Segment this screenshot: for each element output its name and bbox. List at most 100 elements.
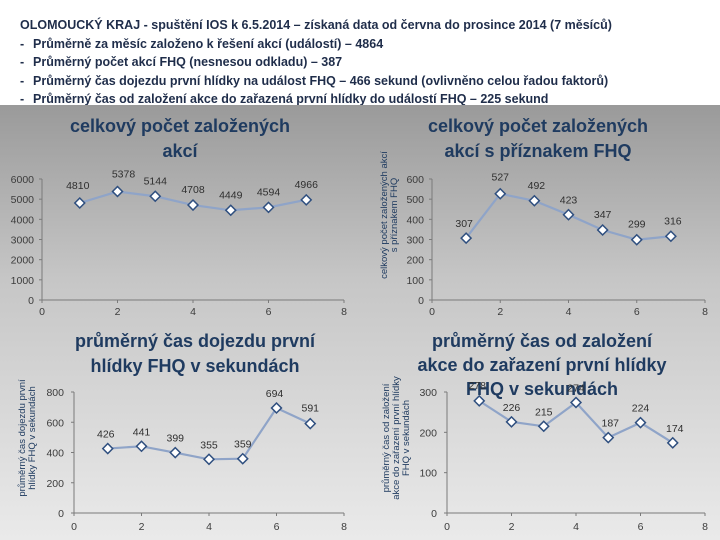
data-point bbox=[562, 208, 575, 221]
data-point bbox=[304, 417, 317, 430]
data-label: 5378 bbox=[112, 169, 136, 181]
chart-title: průměrný čas dojezdu první bbox=[75, 331, 316, 351]
y-tick-label: 6000 bbox=[11, 174, 35, 186]
x-tick-label: 8 bbox=[341, 306, 347, 318]
data-label: 355 bbox=[200, 439, 218, 451]
x-tick-label: 6 bbox=[274, 521, 280, 533]
data-point bbox=[149, 190, 162, 203]
x-tick-label: 0 bbox=[444, 521, 450, 533]
y-tick-label: 600 bbox=[406, 174, 424, 186]
data-point bbox=[634, 416, 647, 429]
y-tick-label: 600 bbox=[46, 417, 64, 429]
header-bullet: - Průměrný počet akcí FHQ (nesnesou odkla… bbox=[20, 53, 720, 72]
y-tick-label: 800 bbox=[46, 387, 64, 399]
data-label: 527 bbox=[491, 172, 509, 184]
y-axis-title: s příznakem FHQ bbox=[389, 178, 400, 252]
data-label: 316 bbox=[664, 215, 682, 227]
data-point bbox=[73, 196, 86, 210]
x-tick-label: 4 bbox=[206, 521, 212, 533]
data-point bbox=[236, 452, 249, 465]
x-tick-label: 0 bbox=[39, 306, 45, 318]
y-tick-label: 300 bbox=[406, 235, 424, 247]
bullet-mark: - bbox=[20, 92, 25, 106]
data-point bbox=[101, 442, 114, 455]
page-header: OLOMOUCKÝ KRAJ - spuštění IOS k 6.5.2014… bbox=[0, 0, 720, 106]
y-axis-title: průměrný čas dojezdu první bbox=[17, 379, 28, 497]
x-tick-label: 4 bbox=[566, 306, 572, 318]
data-point bbox=[596, 224, 609, 237]
chart-panel-1: celkový počet založených akcí 0 1000 2000 300… bbox=[11, 116, 347, 318]
x-tick-label: 8 bbox=[341, 521, 347, 533]
y-tick-label: 0 bbox=[431, 508, 437, 520]
x-tick-label: 2 bbox=[115, 306, 121, 318]
y-tick-label: 0 bbox=[28, 295, 34, 307]
y-tick-label: 2000 bbox=[11, 255, 35, 267]
data-point bbox=[602, 431, 615, 444]
x-tick-label: 8 bbox=[702, 306, 708, 318]
data-point bbox=[528, 194, 541, 207]
data-point bbox=[630, 233, 643, 246]
chart-panel-2: celkový počet založených akcí s příznakem… bbox=[379, 116, 708, 318]
y-tick-label: 400 bbox=[46, 448, 64, 460]
x-tick-label: 6 bbox=[266, 306, 272, 318]
data-point bbox=[666, 436, 679, 449]
chart-title: akce do zařazení první hlídky bbox=[417, 355, 666, 375]
chart-title: FHQ v sekundách bbox=[466, 379, 618, 399]
bullet-text: Průměrný čas od založení akce do zařazen… bbox=[33, 92, 549, 106]
data-label: 224 bbox=[632, 403, 650, 415]
data-label: 299 bbox=[628, 219, 646, 231]
y-axis-title: průměrný čas od založení bbox=[381, 383, 392, 492]
data-label: 591 bbox=[301, 403, 319, 415]
data-point bbox=[202, 453, 216, 466]
y-tick-label: 100 bbox=[419, 468, 437, 480]
data-label: 399 bbox=[166, 433, 184, 445]
header-title: OLOMOUCKÝ KRAJ - spuštění IOS k 6.5.2014… bbox=[20, 18, 612, 32]
data-label: 359 bbox=[234, 439, 252, 451]
bullet-text: Průměrný čas dojezdu první hlídky na udá… bbox=[33, 73, 609, 88]
header-bullet: - Průměrný čas od založení akce do zařaze… bbox=[20, 90, 720, 109]
data-label: 278 bbox=[468, 380, 486, 392]
y-tick-label: 500 bbox=[406, 194, 424, 206]
y-tick-label: 200 bbox=[46, 478, 64, 490]
x-tick-label: 2 bbox=[497, 306, 503, 318]
chart-title: celkový počet založených bbox=[70, 116, 290, 136]
y-tick-label: 3000 bbox=[11, 235, 35, 247]
data-point bbox=[473, 394, 486, 407]
x-tick-label: 2 bbox=[509, 521, 515, 533]
data-point bbox=[569, 396, 583, 409]
bullet-text: Průměrně za měsíc založeno k řešení akcí… bbox=[33, 36, 384, 51]
data-point bbox=[169, 446, 182, 459]
bullet-mark: - bbox=[20, 36, 25, 51]
y-tick-label: 200 bbox=[419, 427, 437, 439]
chart-title: akcí s příznakem FHQ bbox=[444, 141, 631, 161]
data-label: 226 bbox=[503, 402, 521, 414]
data-label: 5144 bbox=[144, 175, 168, 187]
x-tick-label: 4 bbox=[190, 306, 196, 318]
data-point bbox=[224, 204, 237, 217]
data-label: 4708 bbox=[181, 184, 205, 196]
y-tick-label: 100 bbox=[406, 275, 424, 287]
data-point bbox=[300, 193, 313, 206]
bullet-mark: - bbox=[20, 55, 25, 69]
chart-panel-4: průměrný čas od založení akce do zařazení… bbox=[381, 331, 708, 533]
data-point bbox=[505, 415, 518, 428]
y-tick-label: 200 bbox=[406, 255, 424, 267]
data-label: 4449 bbox=[219, 189, 243, 201]
data-point bbox=[262, 201, 275, 214]
data-label: 187 bbox=[601, 418, 619, 430]
y-tick-label: 0 bbox=[58, 508, 64, 520]
data-point bbox=[460, 232, 473, 245]
x-tick-label: 0 bbox=[429, 306, 435, 318]
data-label: 4966 bbox=[295, 179, 319, 191]
data-point bbox=[270, 402, 283, 415]
data-point bbox=[494, 187, 507, 200]
y-tick-label: 0 bbox=[418, 295, 424, 307]
data-label: 274 bbox=[567, 382, 585, 394]
y-tick-label: 400 bbox=[406, 214, 424, 226]
data-point bbox=[537, 420, 550, 433]
x-tick-label: 4 bbox=[573, 521, 579, 533]
data-label: 215 bbox=[535, 406, 553, 418]
data-label: 694 bbox=[266, 388, 284, 400]
data-label: 174 bbox=[666, 423, 684, 435]
